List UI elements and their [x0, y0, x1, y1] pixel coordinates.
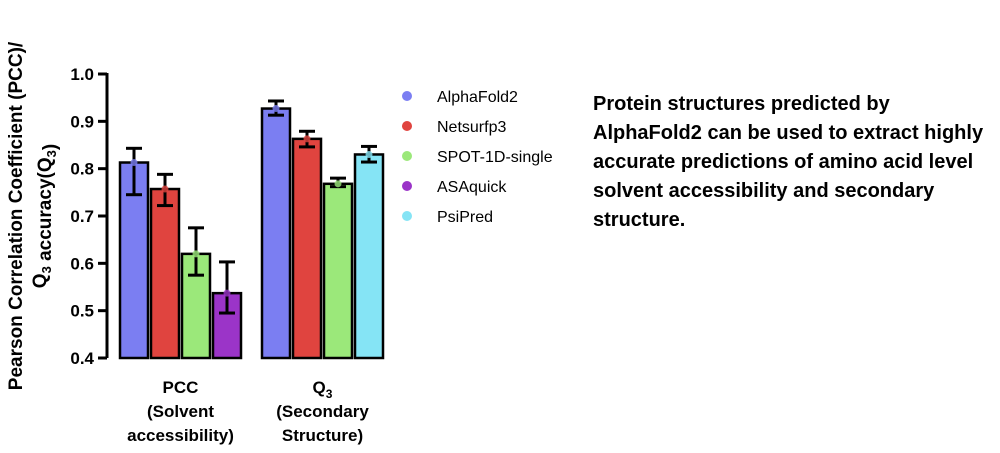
legend-marker — [402, 91, 412, 101]
y-tick-label: 0.4 — [70, 349, 94, 368]
caption-text: Protein structures predicted by AlphaFol… — [593, 93, 984, 231]
y-axis-label-line1: Pearson Correlation Coefficient (PCC)/ — [6, 41, 27, 390]
data-point — [223, 289, 231, 297]
legend-label: AlphaFold2 — [437, 89, 518, 106]
legend-label: PsiPred — [437, 209, 493, 226]
x-category-label: (Solvent — [147, 402, 214, 421]
data-point — [303, 135, 311, 143]
bar — [353, 153, 385, 360]
bar — [291, 137, 323, 360]
x-category-label: Structure) — [282, 426, 363, 445]
bar — [149, 187, 181, 360]
y-tick-label: 0.5 — [70, 302, 94, 321]
legend-marker — [402, 151, 412, 161]
y-tick-label: 1.0 — [70, 65, 94, 84]
data-point — [192, 250, 200, 258]
data-point — [130, 159, 138, 167]
data-point — [161, 185, 169, 193]
y-axis-label-line2: Q3 accuracy(Q3) — [30, 144, 61, 288]
y-tick-label: 0.9 — [70, 112, 94, 131]
x-category-label: accessibility) — [127, 426, 234, 445]
bar-chart: 0.4 0.5 0.6 0.7 0.8 0.9 1.0 Pearson Correlation… — [6, 41, 553, 445]
x-category-label: (Secondary — [276, 402, 369, 421]
data-point — [365, 150, 373, 158]
legend-marker — [402, 211, 412, 221]
legend-label: Netsurfp3 — [437, 119, 506, 136]
bar — [260, 107, 292, 360]
legend-label: SPOT-1D-single — [437, 149, 553, 166]
x-category-label: Q3 — [313, 378, 333, 401]
y-tick-label: 0.6 — [70, 254, 94, 273]
y-tick-label: 0.7 — [70, 207, 94, 226]
bar — [322, 182, 354, 360]
legend-label: ASAquick — [437, 179, 507, 196]
data-point — [334, 180, 342, 188]
data-point — [272, 105, 280, 113]
y-axis-label: Pearson Correlation Coefficient (PCC)/Q3… — [6, 41, 61, 390]
y-tick-label: 0.8 — [70, 160, 94, 179]
x-category-label: PCC — [163, 378, 199, 397]
legend-marker — [402, 121, 412, 131]
legend-marker — [402, 181, 412, 191]
